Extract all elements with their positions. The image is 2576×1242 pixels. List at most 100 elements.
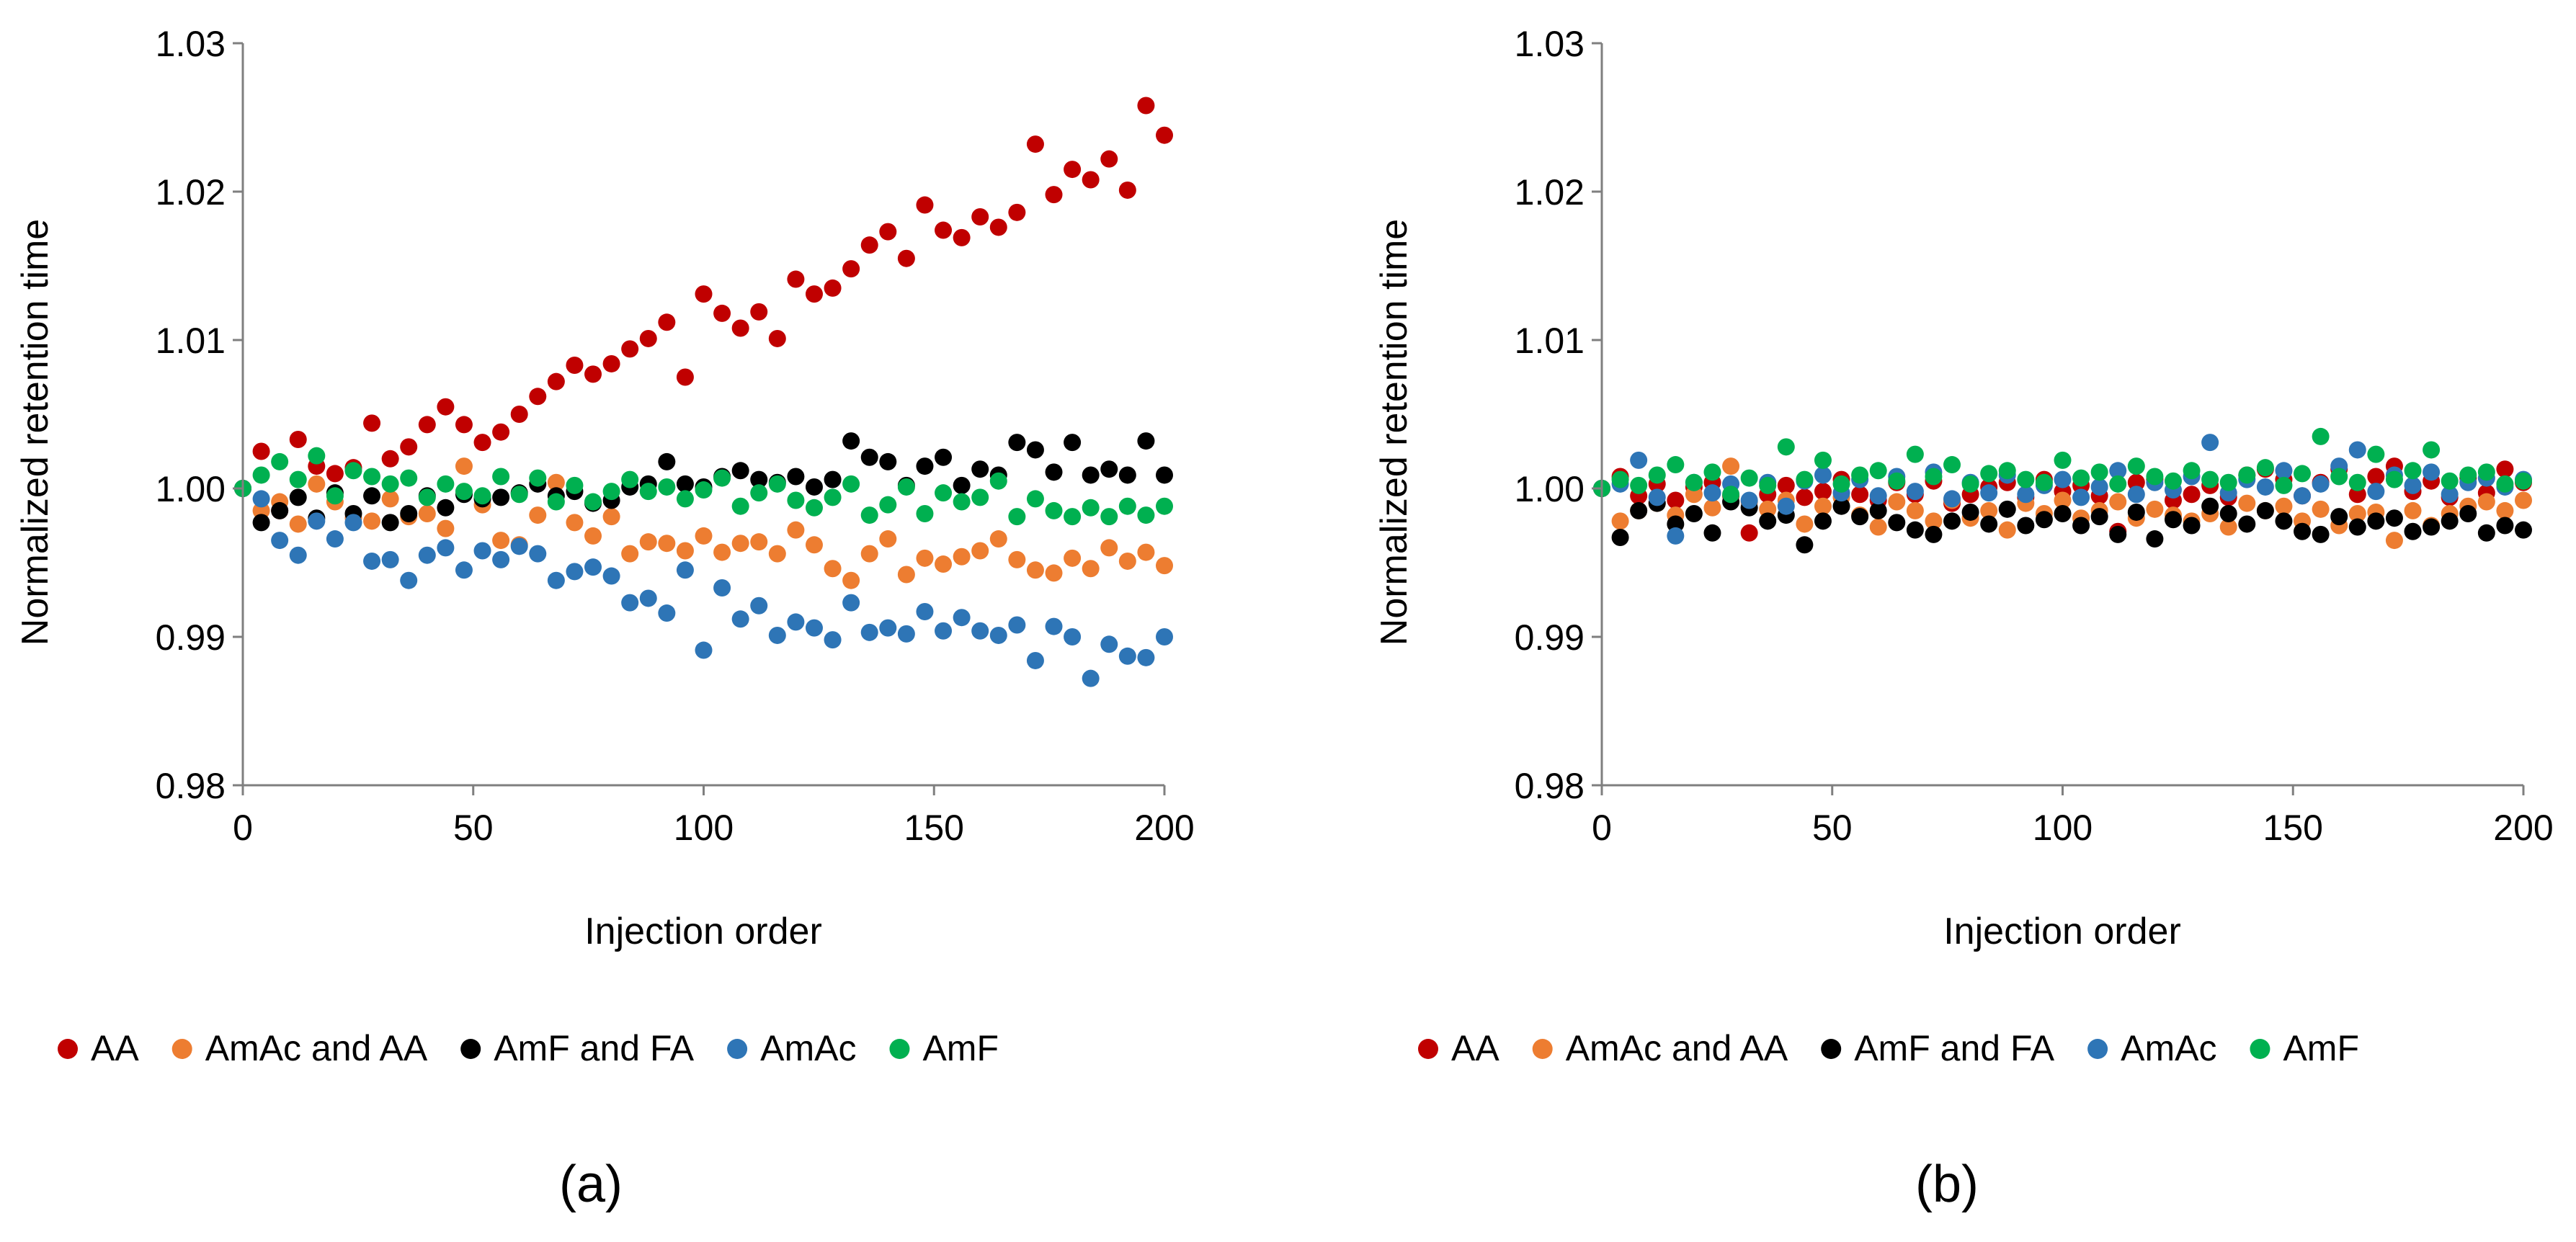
panel-b-axes: [1600, 43, 2523, 787]
panel-a-series-amf: [234, 447, 1173, 526]
panel-a-point-amac: [289, 546, 307, 564]
panel-a-point-amf: [768, 475, 786, 493]
panel-a-point-amac-and-aa: [658, 535, 676, 553]
panel-a-point-amf: [916, 505, 934, 523]
panel-a-point-amf-and-fa: [953, 476, 971, 494]
panel-a-x-axis-label: Injection order: [584, 911, 822, 952]
panel-a-point-amf: [897, 478, 915, 496]
panel-a-point-amac-and-aa: [805, 536, 823, 554]
panel-a-y-tick-label: 1.00: [156, 469, 226, 509]
panel-a-point-amf: [879, 496, 897, 514]
panel-b-point-amf-and-fa: [1814, 512, 1832, 530]
panel-a-x-tick-label: 150: [904, 808, 964, 848]
panel-b-point-amac: [2109, 462, 2127, 480]
panel-b-point-amf-and-fa: [2459, 505, 2477, 523]
panel-b-point-amf: [2035, 473, 2053, 491]
panel-b-point-amf: [2515, 472, 2532, 490]
panel-b-label: (b): [1915, 1156, 1979, 1213]
panel-b-point-amf-and-fa: [2219, 505, 2237, 523]
panel-b-point-amf-and-fa: [2256, 501, 2274, 519]
panel-a-point-amac: [695, 641, 713, 659]
panel-b-point-amac: [1869, 487, 1887, 505]
panel-a-point-amac: [713, 579, 731, 597]
panel-a-point-amf: [510, 486, 528, 504]
panel-a-point-amf: [787, 491, 805, 509]
panel-a-point-amac: [584, 558, 602, 576]
panel-a-point-amac-and-aa: [1082, 560, 1100, 578]
panel-b-point-amac: [2312, 475, 2330, 493]
panel-a-point-amac: [400, 571, 418, 589]
panel-a-point-amf-and-fa: [916, 457, 934, 475]
panel-a-point-amf: [713, 469, 731, 487]
panel-a-point-amf-and-fa: [437, 499, 455, 517]
panel-a-point-aa: [768, 329, 786, 347]
panel-a-point-amf-and-fa: [1100, 460, 1118, 478]
panel-b-point-amf-and-fa: [2477, 524, 2495, 542]
panel-b-point-aa: [1796, 488, 1814, 506]
panel-b-point-aa: [2183, 486, 2201, 504]
panel-b-point-amac: [2404, 476, 2422, 494]
panel-b-point-amf-and-fa: [2515, 521, 2532, 539]
panel-a-point-aa: [953, 228, 971, 246]
panel-a-point-amf-and-fa: [676, 475, 694, 493]
panel-b-point-amf-and-fa: [1796, 536, 1814, 554]
panel-b-point-amf-and-fa: [2496, 517, 2514, 535]
panel-b-point-amac: [1740, 491, 1758, 509]
panel-b-point-amac-and-aa: [2238, 494, 2256, 512]
panel-a-point-amac: [1137, 648, 1155, 666]
panel-b-point-amf: [2054, 451, 2072, 469]
panel-b-point-amf: [2090, 463, 2108, 481]
panel-b-legend-label-amac-and-aa: AmAc and AA: [1566, 1028, 1788, 1068]
panel-b-point-amf-and-fa: [2201, 497, 2219, 515]
panel-a-point-amac: [860, 623, 878, 641]
panel-b-point-amac-and-aa: [1722, 457, 1740, 475]
panel-b-point-aa: [2348, 486, 2366, 504]
panel-b-y-tick-label: 1.02: [1515, 172, 1585, 213]
panel-a-series-amac-and-aa: [234, 457, 1173, 589]
panel-b-point-amac: [1943, 490, 1961, 508]
panel-a-point-amac-and-aa: [935, 555, 953, 573]
panel-b-point-amf: [2348, 473, 2366, 491]
panel-b-point-amf: [2423, 441, 2441, 459]
panel-a-point-amac-and-aa: [1026, 561, 1044, 579]
panel-b-x-tick-label: 200: [2493, 808, 2553, 848]
panel-b-point-amf-and-fa: [2367, 512, 2385, 530]
panel-b-series-amf-and-fa: [1593, 480, 2532, 554]
panel-b-point-amf-and-fa: [1888, 514, 1906, 532]
panel-a-point-amac: [953, 609, 971, 627]
panel-b-y-axis-label: Normalized retention time: [1373, 219, 1415, 645]
panel-b-point-amac: [1630, 451, 1648, 469]
panel-b-x-tick-label: 150: [2263, 808, 2323, 848]
panel-b-point-amf: [1869, 462, 1887, 480]
panel-a-point-amac-and-aa: [1118, 552, 1136, 570]
panel-b-point-amf-and-fa: [1759, 512, 1777, 530]
panel-a-point-amac: [805, 619, 823, 637]
panel-b-point-amf-and-fa: [1703, 524, 1721, 542]
panel-a-point-aa: [584, 365, 602, 383]
panel-a-point-amf: [1100, 508, 1118, 526]
panel-a-point-amf: [529, 469, 547, 487]
panel-a-legend-label-amf-and-fa: AmF and FA: [494, 1028, 695, 1068]
panel-b-point-amf: [1980, 465, 1998, 483]
panel-b-point-amf: [1906, 445, 1924, 463]
panel-b-point-amf: [2201, 470, 2219, 488]
panel-b-point-aa: [1814, 483, 1832, 501]
panel-a-point-amac-and-aa: [989, 530, 1007, 548]
panel-b-point-aa: [1851, 486, 1869, 504]
panel-b-y-tick-label: 0.98: [1515, 766, 1585, 806]
panel-a-legend-marker-amf-and-fa: [460, 1039, 481, 1059]
panel-b-point-amf: [2477, 463, 2495, 481]
panel-a-point-amac-and-aa: [1064, 549, 1082, 567]
panel-a-point-amac: [879, 619, 897, 637]
panel-b-point-amf-and-fa: [2404, 522, 2422, 540]
panel-a-point-aa: [695, 285, 713, 303]
panel-b-point-amac-and-aa: [2385, 532, 2403, 550]
panel-a-point-amac: [971, 622, 989, 640]
panel-a-point-amf: [326, 487, 344, 505]
panel-b-point-amf-and-fa: [1685, 505, 1703, 523]
panel-b-point-amf: [2127, 457, 2145, 475]
panel-a-point-aa: [916, 196, 934, 214]
panel-a-point-amf: [289, 470, 307, 488]
panel-a-point-aa: [400, 438, 418, 456]
panel-a-point-amac-and-aa: [953, 548, 971, 566]
